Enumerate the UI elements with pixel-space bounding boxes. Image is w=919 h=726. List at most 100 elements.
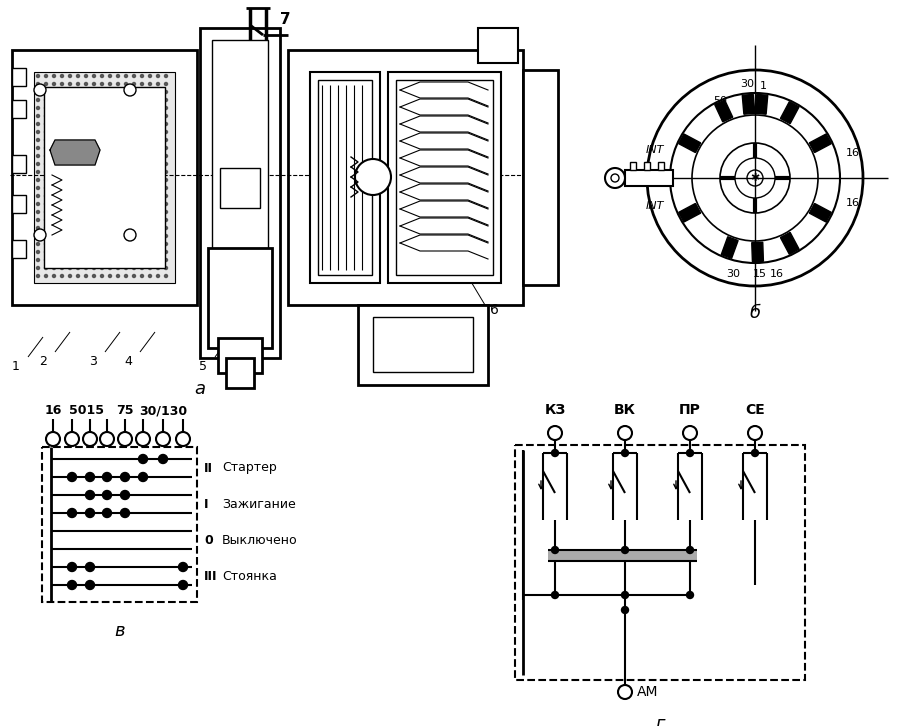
Bar [44,87,165,268]
Circle shape [117,171,119,174]
Circle shape [52,274,55,277]
Circle shape [355,159,391,195]
Circle shape [139,454,147,463]
Circle shape [117,139,119,142]
Circle shape [124,250,128,253]
Circle shape [37,227,40,229]
Circle shape [550,449,558,457]
Bar [395,80,493,275]
Bar [643,162,650,170]
Circle shape [132,155,135,158]
Circle shape [37,234,40,237]
Circle shape [141,195,143,197]
Circle shape [141,75,143,78]
Circle shape [61,258,63,261]
Polygon shape [809,134,831,152]
Bar [478,28,517,63]
Circle shape [76,75,79,78]
Bar [199,28,279,358]
Circle shape [67,473,76,481]
Circle shape [124,83,128,86]
Circle shape [61,155,63,158]
Circle shape [117,107,119,110]
Text: в: в [115,622,125,640]
Circle shape [85,131,87,134]
Text: 75: 75 [116,404,133,417]
Circle shape [165,123,167,126]
Circle shape [52,187,55,189]
Circle shape [68,123,72,126]
Circle shape [156,187,159,189]
Circle shape [76,250,79,253]
Circle shape [108,107,111,110]
Circle shape [93,131,96,134]
Circle shape [68,179,72,182]
Circle shape [37,203,40,205]
Circle shape [52,234,55,237]
Circle shape [100,274,103,277]
Circle shape [156,179,159,182]
Circle shape [76,171,79,174]
Circle shape [621,449,628,457]
Circle shape [76,274,79,277]
Circle shape [100,91,103,94]
Circle shape [52,171,55,174]
Circle shape [85,147,87,150]
Circle shape [100,195,103,197]
Circle shape [148,250,152,253]
Circle shape [148,234,152,237]
Circle shape [117,179,119,182]
Circle shape [141,131,143,134]
Circle shape [165,75,167,78]
Circle shape [165,115,167,118]
Circle shape [176,432,190,446]
Bar [288,50,310,305]
Bar [288,50,522,305]
Circle shape [148,195,152,197]
Text: II: II [204,462,213,475]
Circle shape [85,91,87,94]
Circle shape [747,426,761,440]
Text: КЗ: КЗ [544,403,565,417]
Circle shape [85,115,87,118]
Circle shape [108,171,111,174]
Circle shape [156,219,159,221]
Circle shape [618,685,631,699]
Circle shape [165,107,167,110]
Bar [310,72,380,283]
Circle shape [61,274,63,277]
Circle shape [93,163,96,166]
Circle shape [165,250,167,253]
Circle shape [165,155,167,158]
Circle shape [734,158,774,198]
Circle shape [108,203,111,205]
Circle shape [156,432,170,446]
Circle shape [621,547,628,553]
Circle shape [76,187,79,189]
Circle shape [132,187,135,189]
Circle shape [124,84,136,96]
Bar [175,50,197,305]
Circle shape [141,266,143,269]
Circle shape [44,250,48,253]
Circle shape [108,83,111,86]
Bar [12,68,26,86]
Bar [318,80,371,275]
Circle shape [93,91,96,94]
Text: б: б [749,304,760,322]
Circle shape [156,171,159,174]
Circle shape [68,171,72,174]
Circle shape [117,131,119,134]
Bar [12,50,197,72]
Circle shape [132,107,135,110]
Circle shape [34,84,46,96]
Bar [288,50,522,72]
Circle shape [178,563,187,571]
Circle shape [156,203,159,205]
Circle shape [67,563,76,571]
Circle shape [61,115,63,118]
Circle shape [68,195,72,197]
Circle shape [132,147,135,150]
Circle shape [100,187,103,189]
Circle shape [93,115,96,118]
